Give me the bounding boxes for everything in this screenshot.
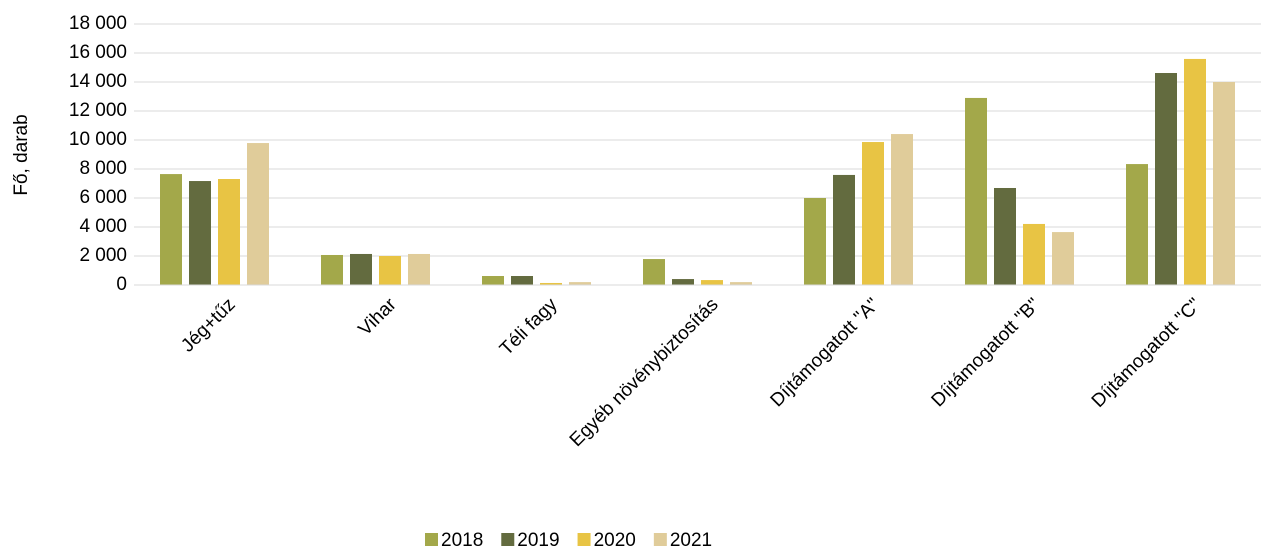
y-tick-label: 10 000 [69, 129, 127, 150]
x-tick-label: Jég+tűz [177, 294, 239, 356]
legend-label: 2019 [517, 530, 559, 551]
bar [482, 276, 504, 285]
x-tick-label: Díjtámogatott "B" [928, 294, 1045, 411]
x-tick-label: Egyéb növénybiztosítás [566, 294, 723, 451]
y-tick-label: 2 000 [79, 245, 127, 266]
x-tick-label: Vihar [355, 294, 401, 340]
bar [1126, 164, 1148, 285]
bar [350, 253, 372, 285]
y-tick-label: 4 000 [79, 216, 127, 237]
bar [701, 280, 723, 285]
bar [247, 143, 269, 285]
y-tick-label: 14 000 [69, 71, 127, 92]
legend-label: 2021 [670, 530, 712, 551]
bar [965, 97, 987, 285]
bar [160, 174, 182, 285]
bar [1052, 232, 1074, 285]
y-tick-label: 6 000 [79, 187, 127, 208]
y-tick-label: 18 000 [69, 13, 127, 34]
legend-label: 2018 [441, 530, 483, 551]
bar [994, 187, 1016, 285]
bar [1155, 73, 1177, 285]
bar [511, 276, 533, 285]
bar [730, 282, 752, 285]
legend-swatch [653, 533, 667, 546]
bar [643, 259, 665, 285]
bar [1213, 82, 1235, 285]
x-tick-label: Díjtámogatott "C" [1088, 294, 1206, 412]
bar [804, 198, 826, 285]
bar [1023, 223, 1045, 285]
bar [1184, 58, 1206, 285]
bar [218, 179, 240, 285]
bar [379, 256, 401, 285]
bar [569, 282, 591, 285]
x-tick-label: Téli fagy [496, 294, 562, 360]
bar [408, 253, 430, 285]
y-tick-label: 8 000 [79, 158, 127, 179]
bar [540, 282, 562, 285]
bar [189, 181, 211, 285]
x-tick-label: Díjtámogatott "A" [767, 294, 884, 411]
bar [833, 174, 855, 285]
legend-label: 2020 [594, 530, 636, 551]
y-tick-label: 16 000 [69, 42, 127, 63]
legend-swatch [501, 533, 515, 546]
legend-swatch [577, 533, 591, 546]
y-tick-label: 0 [116, 274, 127, 295]
bar [321, 254, 343, 285]
y-axis-title: Fő, darab [11, 114, 32, 195]
bar [891, 134, 913, 285]
bar [862, 142, 884, 285]
bar [672, 279, 694, 285]
legend-swatch [425, 533, 438, 546]
y-tick-label: 12 000 [69, 100, 127, 121]
